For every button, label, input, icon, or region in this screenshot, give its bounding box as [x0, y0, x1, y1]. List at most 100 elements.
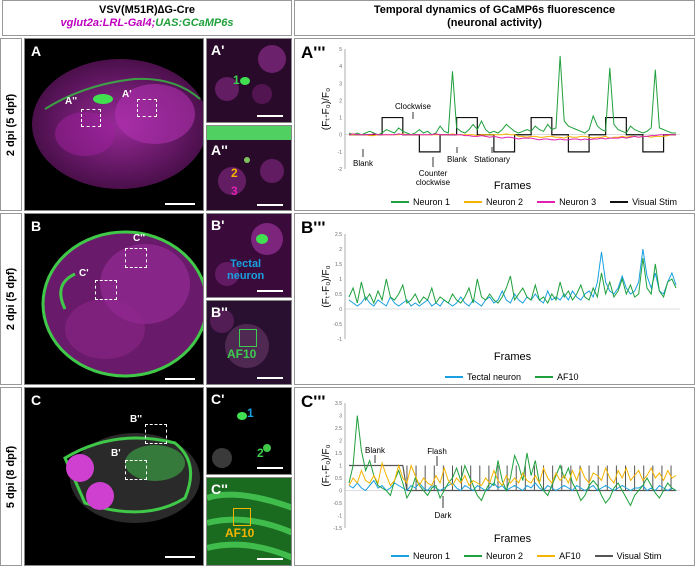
y-tick-label: 5: [339, 47, 342, 53]
series-line-neuron-2: [349, 133, 676, 139]
neuron-label-c1: 1: [247, 406, 254, 420]
y-tick-label: -1: [338, 514, 343, 520]
tectal-neuron-label: Tectal neuron: [227, 258, 265, 282]
series-line-af10: [348, 257, 677, 305]
y-tick-label: 0.5: [335, 292, 342, 298]
y-tick-label: -0.5: [333, 322, 342, 328]
y-tick-label: 3: [339, 81, 342, 87]
y-tick-label: 0: [339, 133, 342, 139]
neuron-label-c2: 2: [257, 446, 264, 460]
y-tick-label: 1: [339, 277, 342, 283]
legend-item-af10: AF10: [535, 372, 579, 382]
legend-c: Neuron 1 Neuron 2 AF10 Visual Stim: [391, 551, 661, 561]
y-tick-label: 1.5: [335, 451, 342, 457]
scale-bar: [257, 204, 283, 206]
y-tick-label: -2: [338, 167, 343, 173]
scale-bar: [165, 378, 195, 380]
panel-label-c2: C'': [211, 481, 228, 497]
legend-item-neuron1: Neuron 1: [391, 197, 450, 207]
roi-box-c2: [125, 248, 147, 268]
series-line-af10: [348, 461, 677, 487]
plot-label-a: A''': [301, 43, 326, 62]
plot-panel-c: C''' 3.5 3 2.5 2 1.5 1 0.5 0 -0.5 -1 -1.5 (Fₜ-F₀)/F…: [294, 387, 695, 566]
plot-panel-b: B''' 2.5 2 1.5 1 0.5 0 -0.5 -1 (Fₜ-F₀)/F₀ Frames …: [294, 213, 695, 385]
roi-box-a2: [81, 109, 101, 127]
x-axis-label: Frames: [494, 180, 532, 192]
genotype-1: vglut2a:LRL-Gal4: [60, 17, 152, 29]
image-panel-a2: A'' 2 3: [206, 125, 292, 211]
scale-bar: [165, 556, 195, 558]
right-header-line1: Temporal dynamics of GCaMP6s fluorescenc…: [373, 4, 616, 16]
y-tick-label: 1: [339, 464, 342, 470]
chart-b: 2.5 2 1.5 1 0.5 0 -0.5 -1 (Fₜ-F₀)/F₀ Frames: [321, 232, 680, 363]
genotype-sep: ;: [151, 17, 156, 29]
row-label-b: 2 dpi (5 dpf): [0, 213, 22, 385]
y-tick-label: 4: [339, 64, 342, 70]
roi-label-a1: A': [122, 89, 132, 100]
annotation-text: clockwise: [416, 178, 451, 187]
image-panel-b1: B' Tectal neuron: [206, 213, 292, 298]
legend-item-c-af10: AF10: [537, 551, 581, 561]
y-tick-label: 2.5: [335, 426, 342, 432]
y-tick-label: -0.5: [333, 501, 342, 507]
plot-label-b: B''': [301, 218, 326, 237]
image-panel-c2: C'' AF10: [206, 477, 292, 566]
y-tick-label: 0.5: [335, 476, 342, 482]
y-tick-label: 2: [339, 247, 342, 253]
annotation-text: Dark: [435, 511, 453, 520]
chart-a: 5 4 3 2 1 0 -1 -2 (Fₜ-F₀)/F₀ Frames Clockwise Blank…: [321, 47, 680, 192]
af10-label-c: AF10: [225, 526, 255, 540]
annotation-text: Stationary: [474, 155, 510, 164]
image-panel-b: B C'' C': [24, 213, 204, 385]
panel-label-a2: A'': [211, 142, 228, 158]
af10-box-c: [233, 508, 251, 526]
y-tick-label: -1.5: [333, 526, 342, 532]
y-tick-label: 0: [339, 489, 342, 495]
legend-item-neuron2: Neuron 2: [464, 197, 523, 207]
annotation-text: Blank: [365, 446, 386, 455]
af10-label: AF10: [227, 347, 257, 361]
neuron-label-1: 1: [233, 73, 240, 87]
y-tick-label: 2.5: [335, 232, 342, 238]
roi-label-c1: C': [79, 268, 89, 279]
row-label-c: 5 dpi (8 dpf): [0, 387, 22, 566]
legend-item-c-neuron1: Neuron 1: [391, 551, 450, 561]
scale-bar: [257, 290, 283, 292]
y-tick-label: -1: [338, 150, 343, 156]
plot-label-c: C''': [301, 392, 326, 411]
x-axis-label: Frames: [494, 533, 532, 545]
legend-item-tectal: Tectal neuron: [445, 372, 521, 382]
series-line-neuron-1: [348, 55, 676, 136]
series-line-neuron-2: [348, 415, 677, 507]
y-tick-label: 2: [339, 98, 342, 104]
image-panel-c1: C' 1 2: [206, 387, 292, 475]
panel-label-b1: B': [211, 217, 225, 233]
series-line-neuron-3: [348, 133, 676, 141]
panel-label-b: B: [31, 218, 42, 234]
annotation-text: Flash: [427, 447, 447, 456]
roi-label-c2: C'': [133, 233, 145, 244]
legend-item-c-stim: Visual Stim: [594, 551, 661, 561]
image-panel-a1: A' 1: [206, 38, 292, 123]
panel-label-c1: C': [211, 391, 225, 407]
y-axis-label: (Fₜ-F₀)/F₀: [321, 88, 332, 130]
y-axis-label: (Fₜ-F₀)/F₀: [321, 265, 332, 307]
y-tick-label: 3: [339, 414, 342, 420]
y-axis-label: (Fₜ-F₀)/F₀: [321, 444, 332, 486]
right-header-line2: (neuronal activity): [447, 17, 542, 29]
annotation-text: Blank: [353, 159, 374, 168]
legend-b: Tectal neuron AF10: [445, 372, 579, 382]
x-axis-label: Frames: [494, 351, 532, 363]
image-panel-a: A A'' A': [24, 38, 204, 211]
legend-item-stim: Visual Stim: [610, 197, 677, 207]
y-tick-label: -1: [338, 337, 343, 343]
roi-box-a1: [137, 99, 157, 117]
af10-box: [239, 329, 257, 347]
y-tick-label: 1: [339, 116, 342, 122]
y-tick-label: 3.5: [335, 401, 342, 407]
panel-label-a1: A': [211, 42, 225, 58]
neuron-label-3: 3: [231, 184, 238, 198]
neuron-label-2: 2: [231, 166, 238, 180]
scale-bar: [257, 467, 283, 469]
left-header-line2: vglut2a:LRL-Gal4;UAS:GCaMP6s: [3, 17, 291, 30]
